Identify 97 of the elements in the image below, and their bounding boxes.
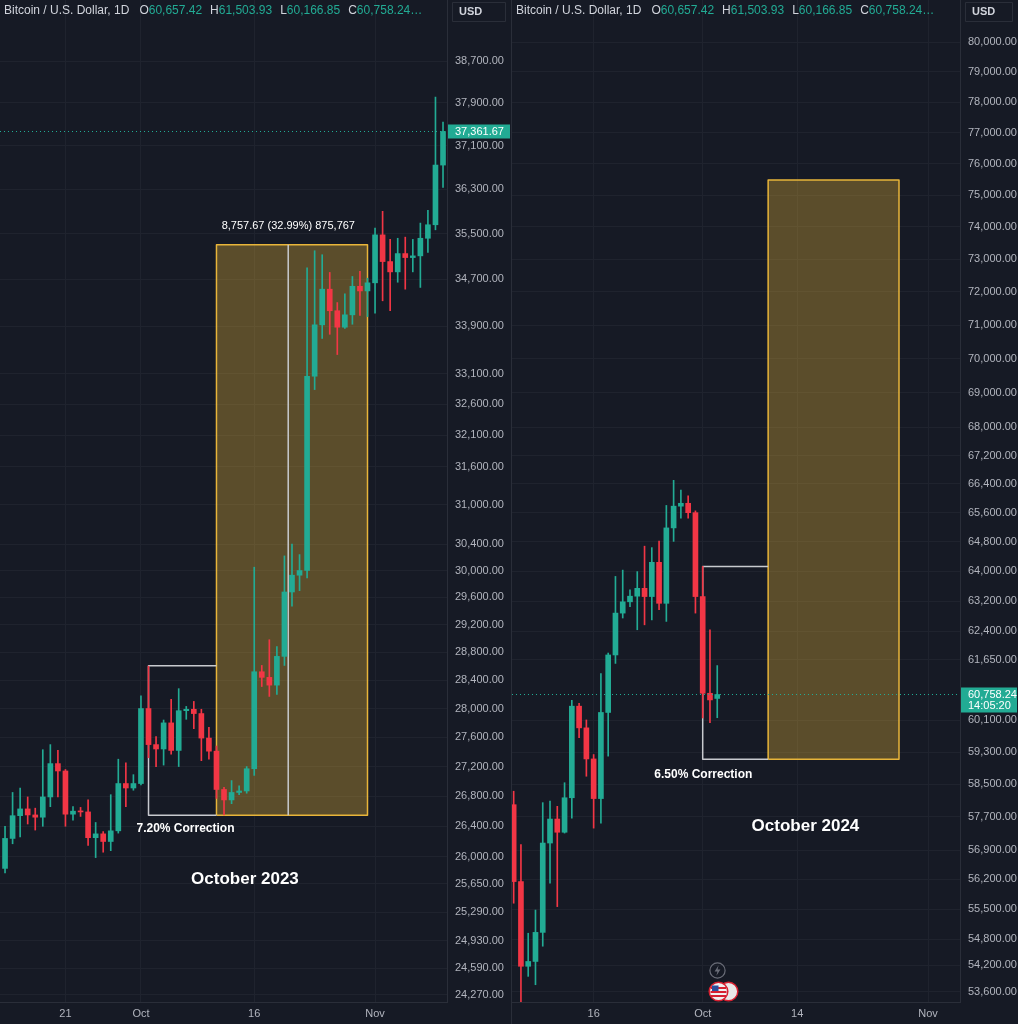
x-tick-label: Nov: [365, 1006, 386, 1019]
y-tick-label: 76,000.00: [968, 156, 1017, 169]
annotation: October 2024: [751, 816, 860, 836]
y-tick-label: 25,290.00: [455, 905, 504, 918]
candlestick: [387, 239, 393, 312]
y-tick-label: 56,900.00: [968, 843, 1017, 856]
x-tick-label: Oct: [694, 1006, 712, 1019]
chart-title: Bitcoin / U.S. Dollar, 1D: [516, 3, 642, 18]
y-tick-label: 29,600.00: [455, 590, 504, 603]
ref-line-label: 60,758.24 14:05:20: [968, 687, 1017, 711]
y-tick-label: 64,800.00: [968, 534, 1017, 547]
y-tick-label: 68,000.00: [968, 420, 1017, 433]
y-tick-label: 54,800.00: [968, 932, 1017, 945]
y-tick-label: 75,000.00: [968, 188, 1017, 201]
y-tick-label: 72,000.00: [968, 284, 1017, 297]
y-tick-label: 26,800.00: [455, 789, 504, 802]
x-tick-label: 21: [59, 1006, 72, 1019]
x-tick-label: Oct: [132, 1006, 150, 1019]
y-axis-title: USD: [972, 5, 996, 18]
x-tick-label: 14: [791, 1006, 804, 1019]
candlestick: [402, 236, 409, 290]
y-tick-label: 27,200.00: [455, 759, 504, 772]
y-tick-label: 32,100.00: [455, 428, 504, 441]
y-tick-label: 64,000.00: [968, 564, 1017, 577]
y-tick-label: 27,600.00: [455, 730, 504, 743]
y-tick-label: 70,000.00: [968, 351, 1017, 364]
y-tick-label: 37,900.00: [455, 95, 504, 108]
y-axis-title: USD: [459, 5, 483, 18]
x-tick-label: 16: [248, 1006, 261, 1019]
candlestick: [409, 239, 416, 273]
y-tick-label: 54,200.00: [968, 958, 1017, 971]
y-tick-label: 57,700.00: [968, 810, 1017, 823]
y-tick-label: 73,000.00: [968, 252, 1017, 265]
x-tick-label: 16: [587, 1006, 600, 1019]
y-tick-label: 71,000.00: [968, 318, 1017, 331]
y-tick-label: 60,100.00: [968, 713, 1017, 726]
y-tick-label: 61,650.00: [968, 652, 1017, 665]
annotation: 8,757.67 (32.99%) 875,767: [221, 219, 355, 232]
candlestick: [70, 806, 76, 821]
candlestick: [554, 806, 561, 907]
chart-title: Bitcoin / U.S. Dollar, 1D: [4, 3, 130, 18]
y-tick-label: 28,800.00: [455, 645, 504, 658]
candlestick: [525, 932, 532, 977]
y-tick-label: 26,000.00: [455, 849, 504, 862]
y-tick-label: 79,000.00: [968, 64, 1017, 77]
y-tick-label: 38,700.00: [455, 54, 504, 67]
candlestick: [17, 787, 23, 838]
candlestick: [153, 736, 159, 767]
y-tick-label: 63,200.00: [968, 594, 1017, 607]
y-tick-label: 34,700.00: [455, 272, 504, 285]
y-tick-label: 67,200.00: [968, 448, 1017, 461]
candlestick: [678, 489, 684, 519]
annotation: October 2023: [191, 869, 299, 889]
y-tick-label: 33,100.00: [455, 366, 504, 379]
y-tick-label: 28,400.00: [455, 673, 504, 686]
candlestick: [190, 701, 197, 729]
y-tick-label: 31,600.00: [455, 459, 504, 472]
candlestick: [55, 750, 61, 798]
y-tick-label: 37,100.00: [455, 138, 504, 151]
y-tick-label: 65,600.00: [968, 505, 1017, 518]
y-tick-label: 58,500.00: [968, 777, 1017, 790]
y-tick-label: 55,500.00: [968, 902, 1017, 915]
y-tick-label: 59,300.00: [968, 745, 1017, 758]
annotation: 7.20% Correction: [136, 820, 235, 835]
x-tick-label: Nov: [918, 1006, 939, 1019]
y-tick-label: 31,000.00: [455, 497, 504, 510]
candlestick: [236, 785, 242, 796]
y-tick-label: 33,900.00: [455, 319, 504, 332]
y-tick-label: 56,200.00: [968, 872, 1017, 885]
y-tick-label: 53,600.00: [968, 984, 1017, 997]
y-tick-label: 25,650.00: [455, 876, 504, 889]
ref-line-label: 37,361.67: [455, 124, 504, 137]
y-tick-label: 69,000.00: [968, 385, 1017, 398]
y-tick-label: 29,200.00: [455, 617, 504, 630]
chart-subtitle: O60,657.42 H61,503.93 L60,166.85 C60,758.24…: [139, 3, 423, 18]
y-tick-label: 26,400.00: [455, 819, 504, 832]
y-tick-label: 74,000.00: [968, 219, 1017, 232]
candlestick: [123, 762, 129, 807]
y-tick-label: 62,400.00: [968, 624, 1017, 637]
candlestick: [32, 807, 39, 831]
candlestick: [357, 270, 363, 316]
chart-subtitle: O60,657.42 H61,503.93 L60,166.85 C60,758.24…: [651, 3, 935, 18]
y-tick-label: 30,000.00: [455, 563, 504, 576]
candlestick: [24, 796, 31, 825]
y-tick-label: 77,000.00: [968, 125, 1017, 138]
y-tick-label: 32,600.00: [455, 397, 504, 410]
y-tick-label: 24,930.00: [455, 933, 504, 946]
y-tick-label: 78,000.00: [968, 95, 1017, 108]
y-tick-label: 66,400.00: [968, 476, 1017, 489]
annotation: 6.50% Correction: [654, 766, 753, 781]
y-tick-label: 80,000.00: [968, 35, 1017, 48]
y-tick-label: 24,270.00: [455, 987, 504, 1000]
y-tick-label: 36,300.00: [455, 182, 504, 195]
y-tick-label: 24,590.00: [455, 961, 504, 974]
y-tick-label: 30,400.00: [455, 537, 504, 550]
y-tick-label: 35,500.00: [455, 226, 504, 239]
y-tick-label: 28,000.00: [455, 701, 504, 714]
